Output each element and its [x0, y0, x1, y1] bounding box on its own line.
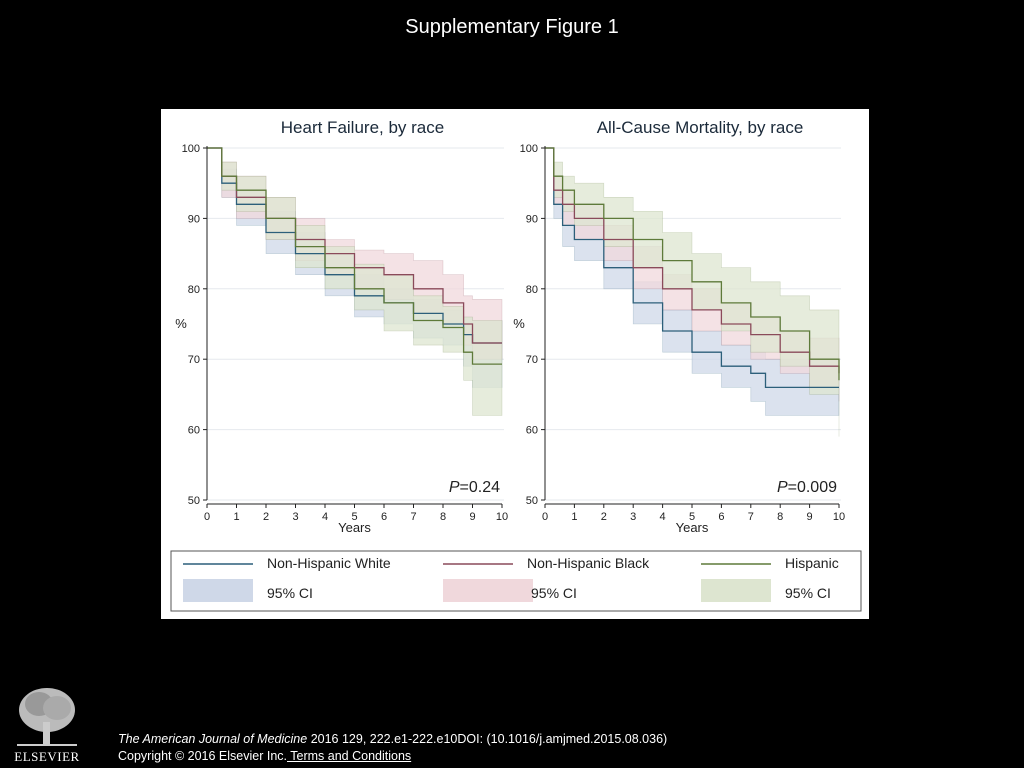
y-tick-label: 80 [526, 284, 538, 296]
x-tick-label: 10 [833, 511, 845, 523]
elsevier-logo: ELSEVIER [14, 688, 79, 764]
series-line [545, 147, 840, 374]
citation-line: The American Journal of Medicine 2016 12… [118, 731, 667, 748]
x-tick-label: 2 [263, 511, 269, 523]
legend-ci-label: 95% CI [267, 585, 313, 601]
p-value-annotation: P=0.24 [449, 479, 500, 496]
x-tick-label: 1 [233, 511, 239, 523]
x-tick-label: 4 [322, 511, 328, 523]
p-symbol: P [449, 479, 460, 496]
p-symbol: P [777, 479, 788, 496]
x-tick-label: 5 [351, 511, 357, 523]
x-tick-label: 0 [204, 511, 210, 523]
y-tick-label: 60 [188, 425, 200, 437]
x-tick-label: 7 [410, 511, 416, 523]
copyright-line: Copyright © 2016 Elsevier Inc. Terms and… [118, 748, 667, 765]
x-tick-label: 1 [571, 511, 577, 523]
series-line [545, 147, 840, 381]
series-line [207, 147, 502, 365]
chart-title: All-Cause Mortality, by race [597, 118, 804, 137]
p-value-annotation: P=0.009 [777, 479, 837, 496]
y-axis-label: % [175, 316, 187, 331]
chart-panel-2: All-Cause Mortality, by race506070809010… [513, 118, 845, 535]
citation-details: 2016 129, 222.e1-222.e10DOI: (10.1016/j.… [307, 732, 668, 746]
elsevier-wordmark: ELSEVIER [14, 749, 79, 764]
y-tick-label: 90 [526, 213, 538, 225]
legend-ci-swatch [183, 579, 253, 602]
x-tick-label: 6 [381, 511, 387, 523]
legend-ci-label: 95% CI [785, 585, 831, 601]
x-tick-label: 3 [292, 511, 298, 523]
citation: The American Journal of Medicine 2016 12… [118, 731, 667, 765]
y-axis-label: % [513, 316, 525, 331]
journal-name: The American Journal of Medicine [118, 732, 308, 746]
series-line [545, 147, 839, 389]
x-tick-label: 8 [777, 511, 783, 523]
x-tick-label: 8 [440, 511, 446, 523]
p-value: =0.24 [460, 479, 501, 496]
slide-title: Supplementary Figure 1 [405, 16, 619, 38]
terms-link[interactable]: Terms and Conditions [287, 749, 412, 763]
series-line [207, 147, 502, 344]
y-tick-label: 80 [188, 284, 200, 296]
x-axis-label: Years [338, 520, 371, 535]
figure-panel: Heart Failure, by race 50 60 70 80 90 100 0 1 2 3 4… [161, 109, 869, 619]
y-tick-label: 50 [526, 495, 538, 507]
x-tick-label: 5 [689, 511, 695, 523]
y-tick-label: 90 [188, 213, 200, 225]
legend-ci-label: 95% CI [531, 585, 577, 601]
legend: Non-Hispanic White 95% CI Non-Hispanic Bla… [170, 550, 862, 612]
p-value: =0.009 [788, 479, 837, 496]
y-tick-label: 70 [188, 354, 200, 366]
y-tick-label: 60 [526, 425, 538, 437]
x-tick-label: 6 [718, 511, 724, 523]
x-tick-label: 10 [496, 511, 508, 523]
x-tick-label: 9 [807, 511, 813, 523]
chart-title: Heart Failure, by race [281, 118, 444, 137]
x-tick-label: 4 [660, 511, 666, 523]
copyright-text: Copyright © 2016 Elsevier Inc. [118, 749, 288, 763]
y-tick-label: 100 [182, 143, 200, 155]
x-tick-label: 9 [469, 511, 475, 523]
x-axis-label: Years [676, 520, 709, 535]
x-tick-label: 7 [748, 511, 754, 523]
y-tick-label: 100 [520, 143, 538, 155]
tree-icon [17, 688, 77, 746]
legend-ci-swatch [701, 579, 771, 602]
legend-label: Hispanic [785, 555, 839, 571]
x-tick-label: 2 [601, 511, 607, 523]
x-tick-label: 0 [542, 511, 548, 523]
chart-panel-1: Heart Failure, by race 50 60 70 80 90 100 0 1 2 3 4… [175, 118, 508, 535]
legend-label: Non-Hispanic Black [527, 555, 650, 571]
legend-label: Non-Hispanic White [267, 555, 391, 571]
legend-ci-swatch [443, 579, 533, 602]
y-tick-label: 50 [188, 495, 200, 507]
x-tick-label: 3 [630, 511, 636, 523]
y-tick-label: 70 [526, 354, 538, 366]
legend-box [170, 550, 862, 612]
